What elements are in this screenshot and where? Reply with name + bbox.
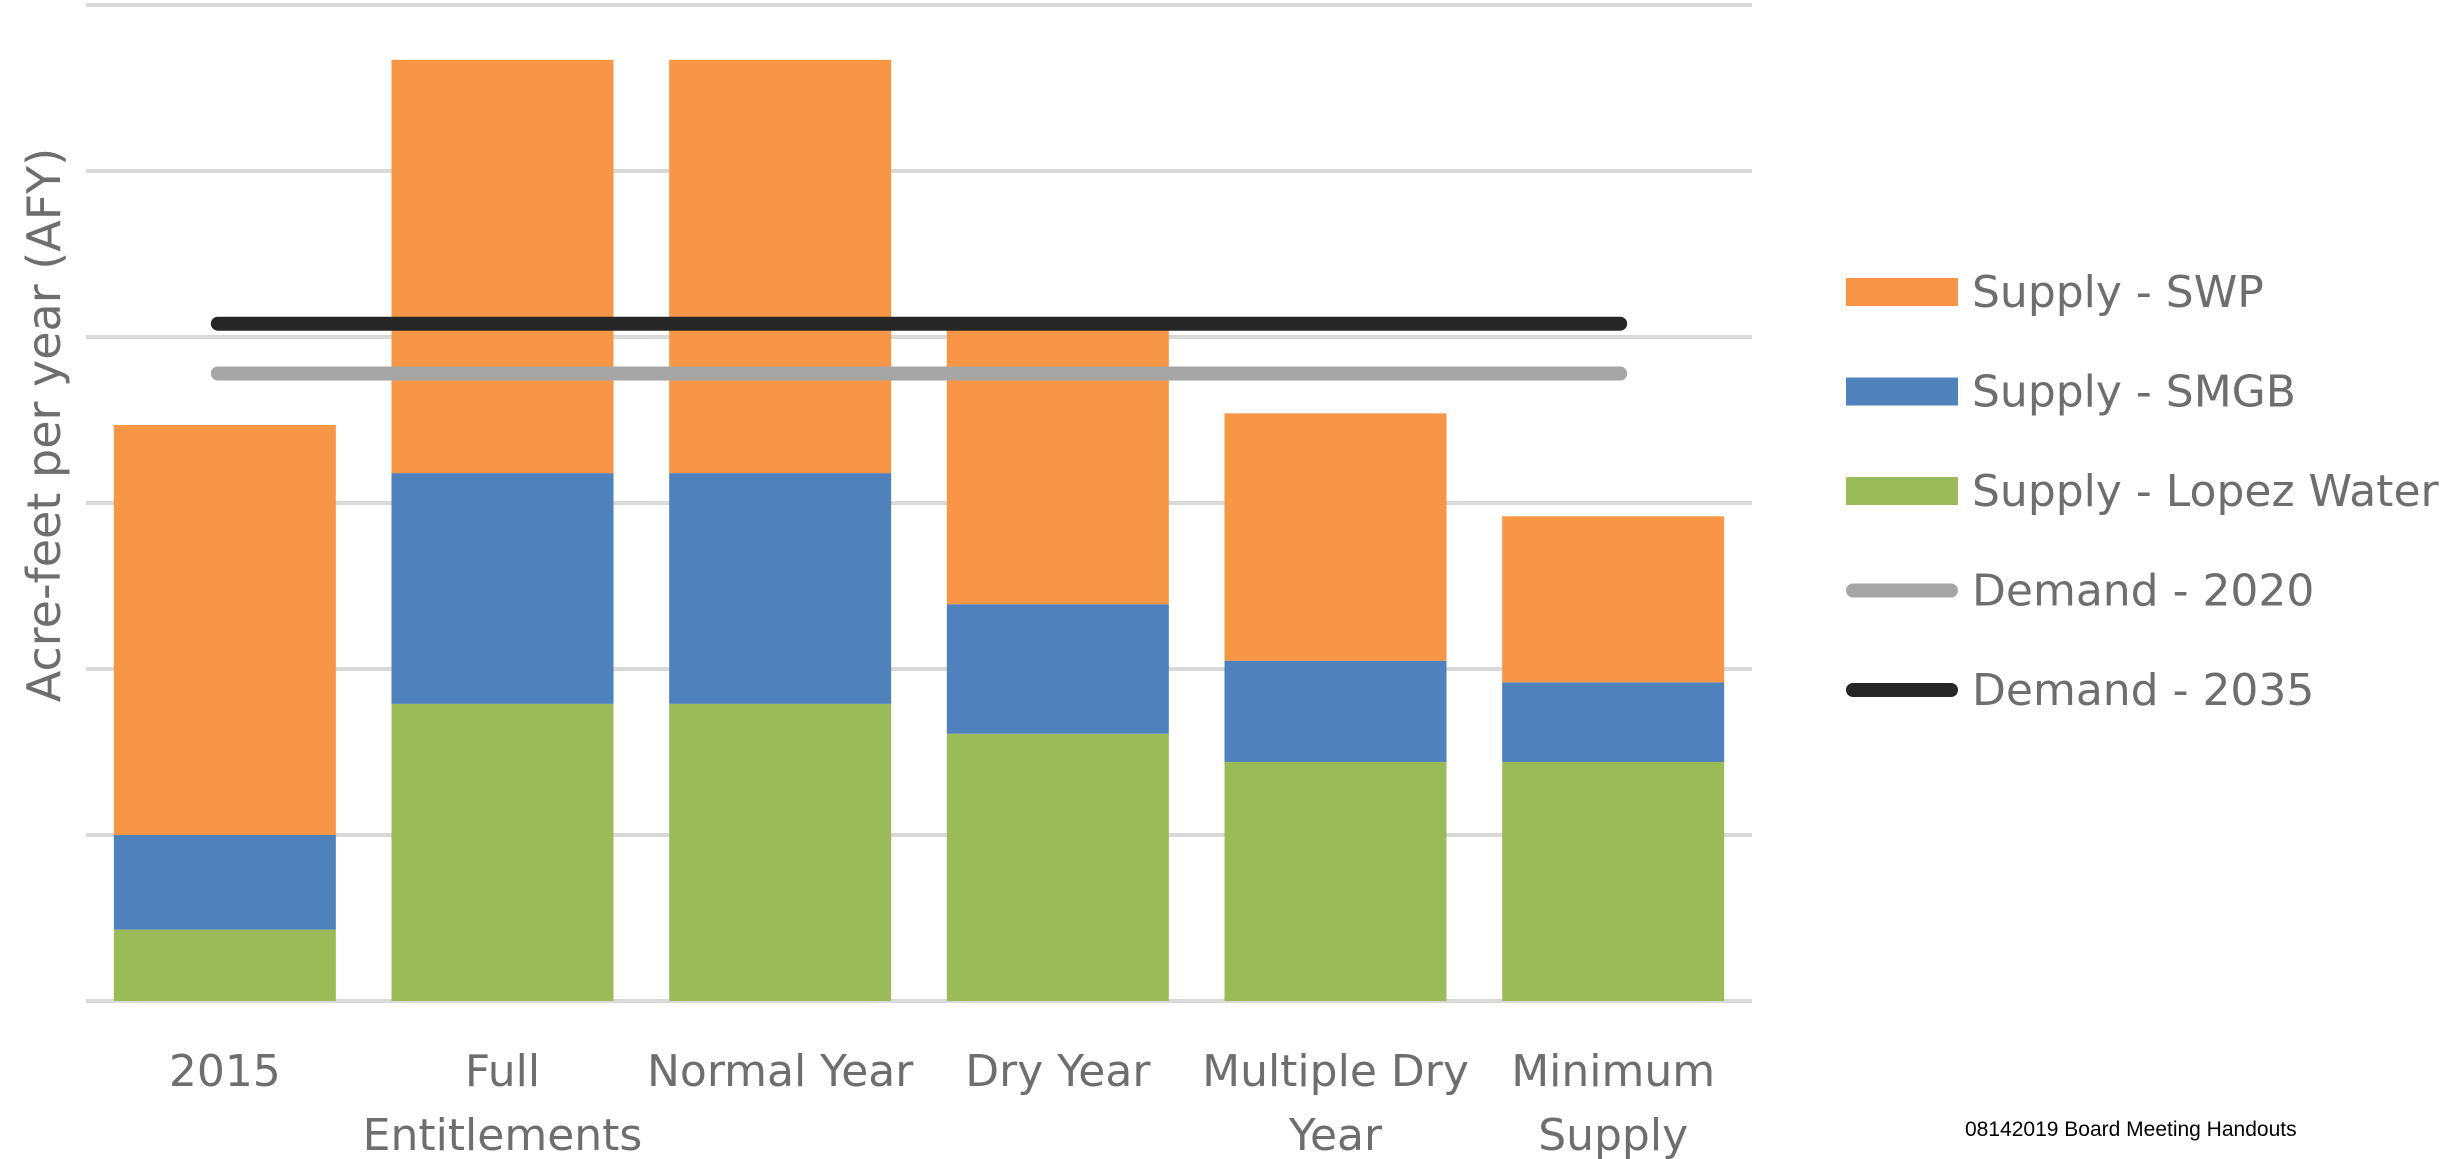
- bar-supply-swp-2015: [113, 424, 336, 835]
- bar-supply-smgb-dry-year: [946, 604, 1169, 734]
- x-tick-label: Supply: [1538, 1110, 1688, 1159]
- bar-supply-swp-full-entitlements: [391, 59, 614, 474]
- bar-supply-lopez-water-dry-year: [946, 733, 1169, 1001]
- x-tick-label: Normal Year: [647, 1046, 914, 1097]
- legend-swatch-supply-swp: [1846, 278, 1958, 306]
- bar-supply-smgb-2015: [113, 835, 336, 930]
- legend-label-supply-swp: Supply - SWP: [1972, 267, 2264, 318]
- bar-supply-lopez-water-normal-year: [669, 703, 892, 1001]
- bar-supply-swp-minimum-supply: [1502, 516, 1725, 683]
- bar-supply-smgb-multiple-dry-year: [1224, 660, 1447, 762]
- bar-supply-smgb-full-entitlements: [391, 473, 614, 704]
- legend-label-supply-smgb: Supply - SMGB: [1972, 367, 2296, 418]
- bars: [113, 59, 1725, 1001]
- bar-supply-lopez-water-2015: [113, 929, 336, 1001]
- legend-swatch-supply-lopez-water: [1846, 477, 1958, 505]
- y-axis-title: Acre-feet per year (AFY): [17, 148, 71, 702]
- x-tick-label: Dry Year: [965, 1046, 1151, 1097]
- bar-supply-lopez-water-full-entitlements: [391, 703, 614, 1001]
- x-tick-label: Minimum: [1511, 1046, 1715, 1097]
- gridlines: [86, 3, 1752, 1003]
- legend-label-demand-2020: Demand - 2020: [1972, 566, 2314, 617]
- bar-supply-lopez-water-multiple-dry-year: [1224, 761, 1447, 1001]
- legend-label-demand-2035: Demand - 2035: [1972, 665, 2314, 716]
- legend: Supply - SWP Supply - SMGB Supply - Lopez …: [1846, 267, 2440, 716]
- bar-supply-swp-multiple-dry-year: [1224, 413, 1447, 661]
- x-tick-label: Entitlements: [363, 1110, 643, 1159]
- legend-swatch-supply-smgb: [1846, 377, 1958, 406]
- legend-label-supply-lopez-water: Supply - Lopez Water: [1972, 466, 2440, 517]
- bar-supply-smgb-minimum-supply: [1502, 682, 1725, 762]
- demand-lines: [210, 316, 1628, 381]
- x-tick-label: Multiple Dry: [1202, 1046, 1469, 1097]
- bar-supply-lopez-water-minimum-supply: [1502, 761, 1725, 1001]
- x-tick-label: Year: [1288, 1110, 1383, 1159]
- bar-supply-swp-normal-year: [669, 59, 892, 474]
- footer-note: 08142019 Board Meeting Handouts: [1965, 1118, 2297, 1141]
- x-tick-label: Full: [465, 1046, 540, 1097]
- bar-supply-smgb-normal-year: [669, 473, 892, 704]
- x-tick-label: 2015: [169, 1046, 281, 1097]
